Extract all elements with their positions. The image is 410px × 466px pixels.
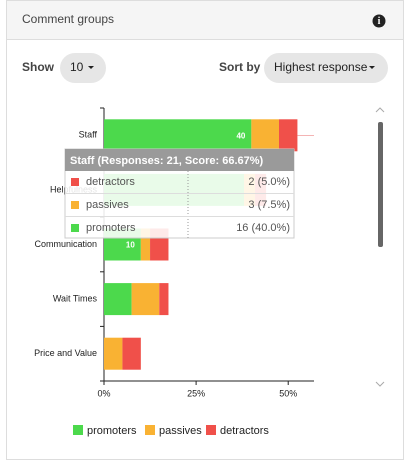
y-tick-label: Price and Value	[34, 348, 97, 358]
bar-segment	[159, 283, 169, 316]
bar-segment	[140, 228, 151, 261]
tooltip-swatch	[71, 178, 79, 186]
bar-segment	[104, 283, 132, 316]
x-tick-label: 25%	[187, 388, 205, 398]
tooltip-row-value: 3 (7.5%)	[248, 199, 290, 211]
tooltip-swatch	[71, 201, 79, 209]
tooltip-title: Staff (Responses: 21, Score: 66.67%)	[70, 155, 264, 167]
tooltip-row-name: detractors	[86, 176, 135, 188]
y-tick-label: Communication	[34, 239, 97, 249]
tooltip-row-value: 2 (5.0%)	[248, 176, 290, 188]
bar-segment	[251, 119, 279, 152]
value-label: 10	[126, 241, 135, 250]
x-tick-label: 0%	[97, 388, 110, 398]
y-tick-label: Staff	[79, 130, 98, 140]
panel-title: Comment groups	[22, 12, 114, 26]
bar-segment	[104, 337, 123, 370]
info-circle[interactable]	[372, 14, 386, 28]
show-value[interactable]: 10	[70, 60, 84, 74]
tooltip-row-name: passives	[86, 199, 129, 211]
tooltip-header	[65, 149, 294, 171]
info-icon[interactable]: i	[372, 14, 386, 28]
legend-swatch	[206, 425, 216, 435]
caret[interactable]	[369, 66, 375, 69]
sort-label: Sort by	[219, 60, 261, 74]
y-tick-label: Wait Times	[53, 293, 98, 303]
caret[interactable]	[88, 66, 94, 69]
x-tick-label: 50%	[279, 388, 297, 398]
scroll-thumb[interactable]	[378, 122, 383, 247]
tooltip-row-value: 16 (40.0%)	[236, 222, 290, 234]
legend-label: detractors	[220, 425, 269, 437]
scroll-down[interactable]	[375, 381, 385, 387]
scroll-up[interactable]	[375, 107, 385, 113]
legend-label: promoters	[87, 425, 137, 437]
legend-swatch	[73, 425, 83, 435]
bar-segment	[279, 119, 298, 152]
tooltip-row-name: promoters	[86, 222, 136, 234]
panel-header	[7, 1, 403, 39]
bar-segment	[122, 337, 141, 370]
sort-button[interactable]	[264, 53, 388, 83]
bar-segment	[104, 119, 252, 152]
info-glyph[interactable]: i	[378, 16, 381, 27]
legend-label: passives	[159, 425, 202, 437]
show-label: Show	[22, 60, 55, 74]
bar-segment	[131, 283, 160, 316]
tooltip: Staff (Responses: 21, Score: 66.67%) detr…	[64, 148, 295, 239]
value-label: 40	[236, 131, 245, 140]
tooltip-swatch	[71, 224, 79, 232]
sort-value[interactable]: Highest response	[274, 60, 368, 74]
show-button[interactable]	[60, 53, 106, 83]
legend-swatch	[145, 425, 155, 435]
